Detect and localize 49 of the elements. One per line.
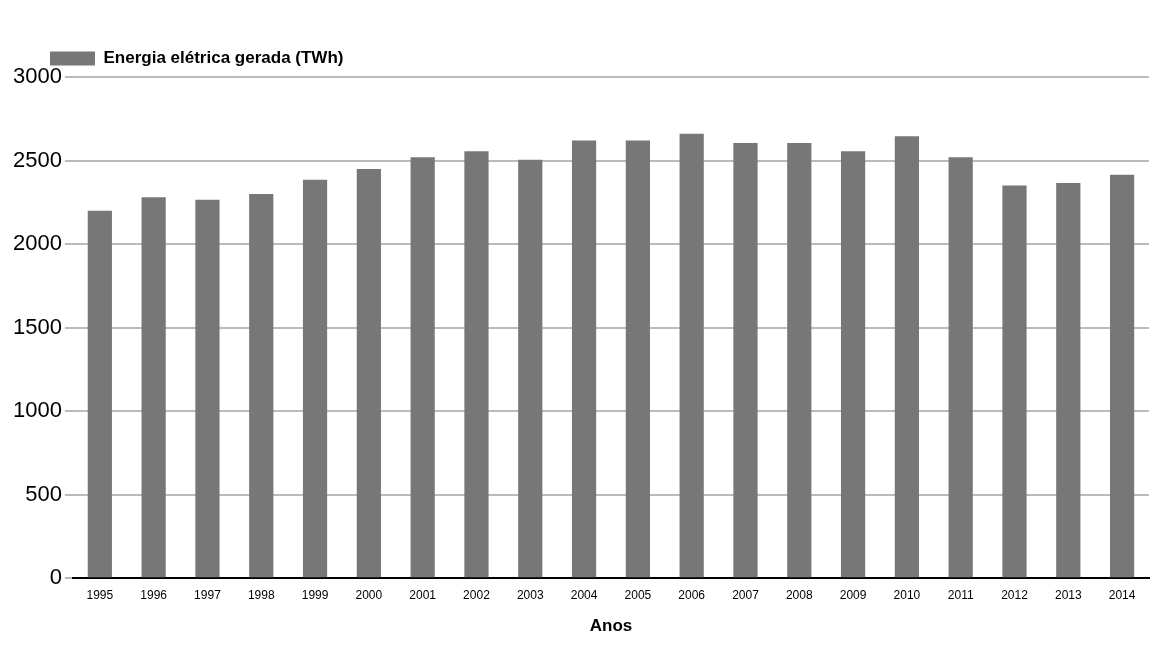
bar — [302, 179, 328, 578]
bar — [518, 159, 543, 578]
x-tick-label: 2004 — [570, 587, 598, 602]
bar — [733, 142, 758, 578]
bar — [840, 151, 866, 578]
bar — [571, 140, 597, 578]
y-tick-label: 3000 — [12, 63, 62, 89]
x-tick-label: 2011 — [947, 587, 974, 602]
x-tick-label: 2003 — [516, 587, 544, 602]
y-tick-label: 0 — [49, 564, 62, 590]
bar — [464, 151, 489, 578]
x-tick-label: 2005 — [624, 587, 652, 602]
x-tick-label: 1997 — [194, 587, 222, 602]
bar — [195, 199, 220, 578]
x-tick-label: 2014 — [1108, 587, 1136, 602]
x-tick-label: 1999 — [301, 587, 329, 602]
x-tick-label: 2010 — [893, 587, 921, 602]
bar — [1056, 183, 1081, 578]
x-tick-label: 1998 — [247, 587, 275, 602]
x-axis-title: Anos — [589, 616, 633, 636]
bar — [625, 140, 650, 578]
bar — [141, 197, 166, 578]
y-tick-label: 2000 — [12, 230, 62, 256]
bar — [787, 142, 812, 578]
x-tick-label: 2006 — [678, 587, 706, 602]
y-tick-label: 1500 — [12, 313, 62, 339]
x-tick-label: 1995 — [86, 587, 114, 602]
bar — [356, 168, 381, 578]
x-tick-label: 2000 — [355, 587, 383, 602]
x-tick-label: 2012 — [1001, 587, 1029, 602]
bar — [87, 210, 112, 578]
x-tick-label: 1996 — [140, 587, 168, 602]
bar — [1002, 185, 1027, 578]
x-tick-label: 2007 — [732, 587, 760, 602]
x-tick-label: 2009 — [839, 587, 867, 602]
y-tick-label: 2500 — [12, 146, 62, 172]
x-tick-label: 2001 — [409, 587, 437, 602]
bar — [249, 193, 274, 578]
legend-label: Energia elétrica gerada (TWh) — [103, 48, 344, 68]
y-tick-label: 1000 — [12, 397, 62, 423]
bar — [679, 133, 704, 578]
x-tick-label: 2013 — [1054, 587, 1082, 602]
bar — [410, 157, 435, 578]
x-tick-label: 2002 — [463, 587, 491, 602]
bar — [894, 136, 919, 578]
bar — [1109, 174, 1135, 578]
x-tick-label: 2008 — [785, 587, 813, 602]
y-tick-label: 500 — [25, 480, 62, 506]
bar — [948, 157, 973, 578]
